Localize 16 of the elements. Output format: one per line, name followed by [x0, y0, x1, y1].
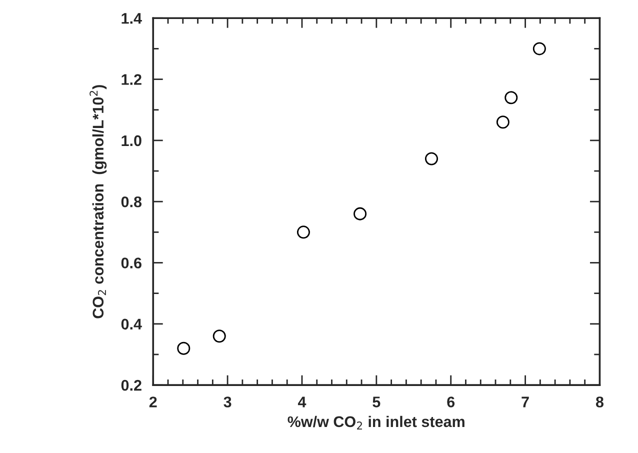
x-tick-label: 2 [149, 396, 157, 408]
x-tick-label: 5 [372, 396, 380, 408]
y-axis-title: CO$_{2}$ concentration (gmol/L*10$^{2}$) [90, 85, 107, 318]
y-tick-label: 0.2 [121, 380, 142, 391]
y-tick-label: 0.6 [121, 258, 142, 268]
y-tick-label: 1.4 [122, 13, 142, 24]
x-axis-title: %w/w CO$_{2}$ in inlet steam [288, 416, 464, 430]
x-tick-label: 3 [224, 396, 232, 408]
y-tick-label: 1.0 [122, 135, 142, 146]
y-tick-label: 0.8 [121, 196, 142, 208]
x-tick-label: 8 [596, 396, 604, 408]
y-tick-label: 1.2 [122, 74, 142, 85]
x-tick-label: 4 [298, 396, 306, 408]
x-tick-label: 7 [522, 396, 529, 408]
y-tick-label: 0.4 [121, 318, 142, 330]
x-tick-label: 6 [447, 396, 455, 408]
